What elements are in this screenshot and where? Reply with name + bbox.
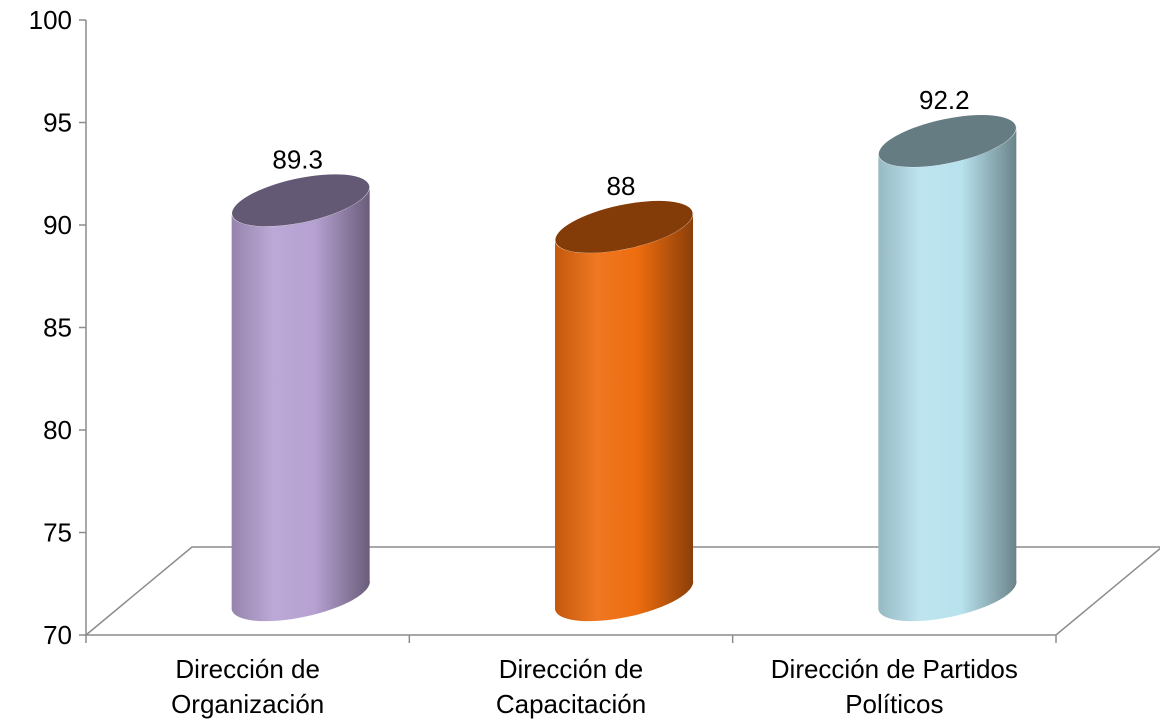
bar-top-cap — [878, 115, 1016, 167]
data-label: 92.2 — [919, 85, 970, 115]
y-tick-label: 75 — [43, 518, 72, 548]
y-tick-label: 90 — [43, 210, 72, 240]
bar-top-cap — [232, 174, 370, 227]
bar-body — [555, 212, 694, 622]
bar — [231, 174, 370, 622]
x-tick-label: Dirección de Organización — [171, 654, 324, 719]
y-tick-label: 100 — [29, 5, 72, 35]
y-tick-label: 85 — [43, 313, 72, 343]
data-label: 89.3 — [272, 144, 323, 174]
chart-labels: 70 75 80 85 90 95 100 89.3 Dirección de Organizac… — [29, 5, 1018, 719]
bar-body — [231, 185, 370, 622]
bar — [555, 200, 694, 622]
bar-body — [878, 126, 1017, 622]
bar — [878, 115, 1017, 622]
data-label: 88 — [607, 171, 636, 201]
x-tick-label: Dirección de Capacitación — [496, 654, 646, 719]
y-tick-label: 95 — [43, 108, 72, 138]
y-tick-label: 70 — [43, 620, 72, 650]
x-tick-label: Dirección de Partidos Políticos — [771, 654, 1018, 719]
chart-axes — [79, 19, 1160, 643]
y-tick-label: 80 — [43, 415, 72, 445]
bar-top-cap — [555, 200, 693, 253]
chart-bars — [231, 115, 1017, 622]
